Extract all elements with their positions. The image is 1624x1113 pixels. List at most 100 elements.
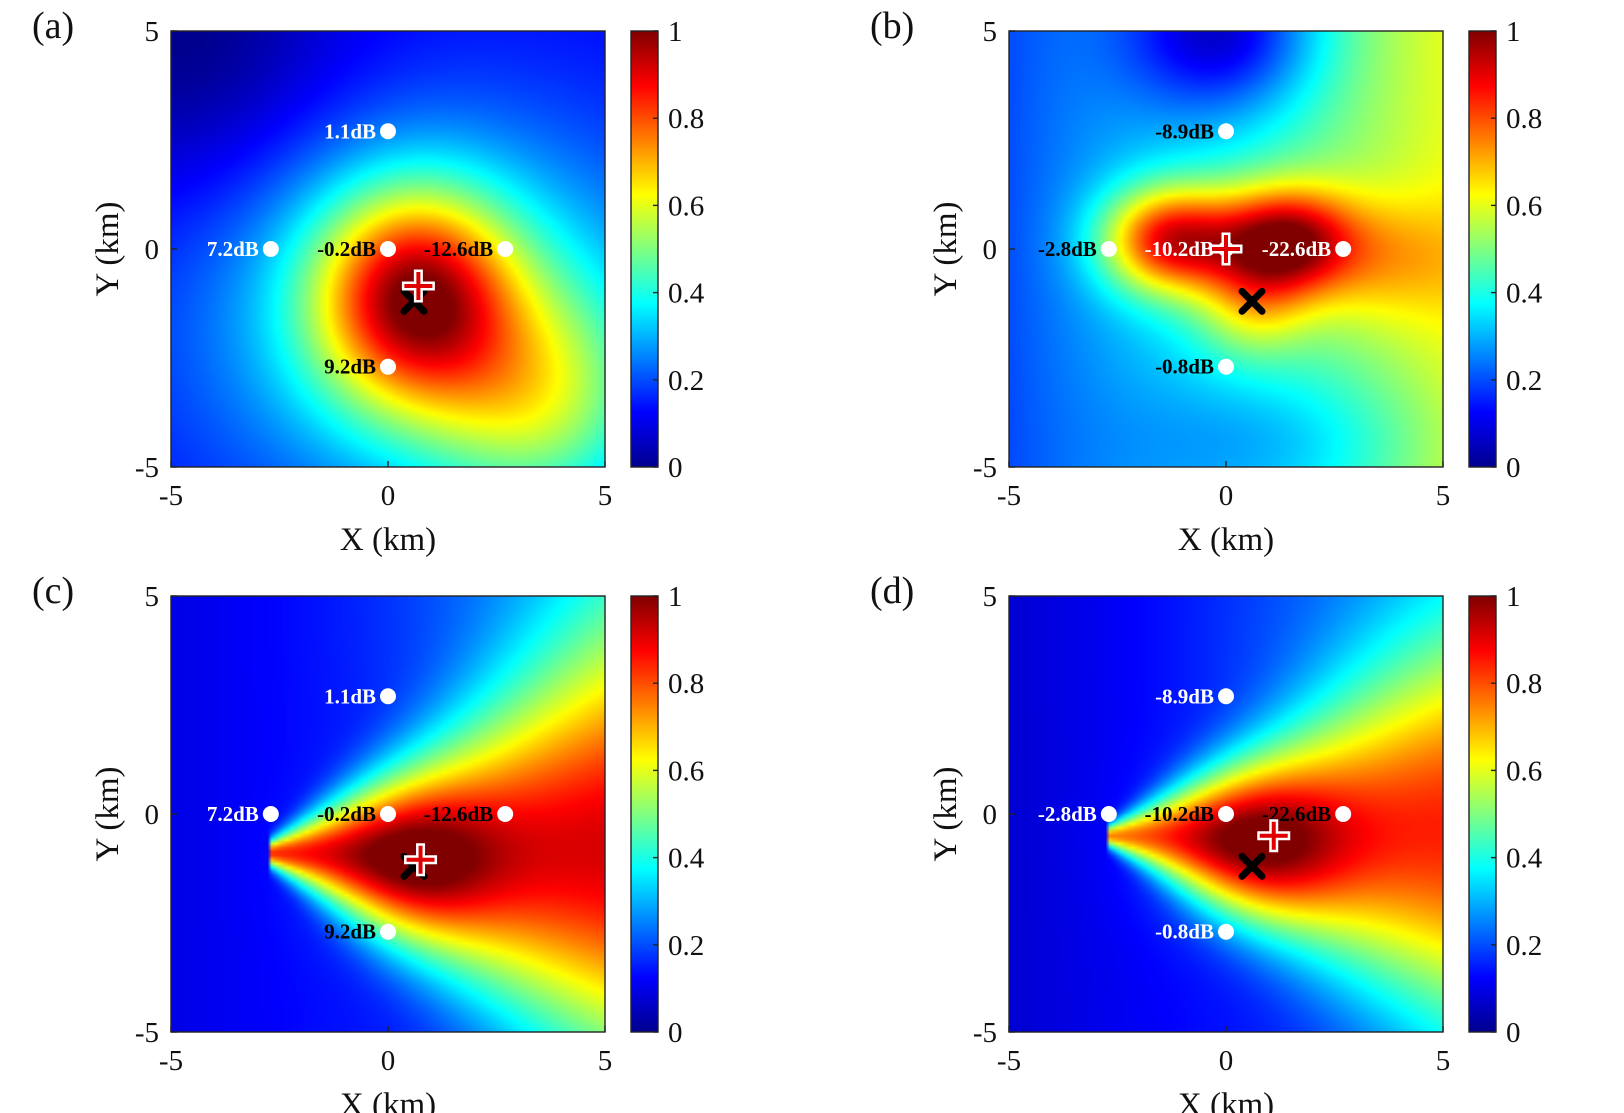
panel-label: (a) bbox=[32, 5, 74, 47]
sensor-dot bbox=[497, 806, 514, 822]
sensor-label: 9.2dB bbox=[324, 355, 376, 379]
y-axis-label: Y (km) bbox=[90, 766, 126, 861]
x-tick-label: -5 bbox=[997, 1045, 1021, 1077]
colorbar-tick-label: 0.6 bbox=[1506, 190, 1542, 222]
y-tick-label: 0 bbox=[983, 799, 998, 831]
colorbar bbox=[631, 31, 658, 467]
colorbar-tick-label: 0.8 bbox=[668, 103, 704, 135]
colorbar-tick-label: 0.8 bbox=[1506, 668, 1542, 700]
colorbar-tick-label: 0 bbox=[668, 452, 683, 484]
y-tick-label: 0 bbox=[145, 234, 160, 266]
estimate-marker bbox=[1259, 821, 1288, 850]
sensor-label: -0.8dB bbox=[1155, 355, 1214, 379]
sensor-dot bbox=[380, 923, 396, 940]
sensor-dot bbox=[1218, 358, 1234, 375]
colorbar-frame bbox=[630, 30, 659, 468]
x-tick-label: -5 bbox=[997, 480, 1021, 512]
panel-label: (d) bbox=[870, 570, 914, 612]
y-tick-label: 5 bbox=[145, 581, 160, 613]
sensor-dot bbox=[1335, 806, 1352, 822]
sensor-dot bbox=[380, 241, 396, 257]
x-axis-label: X (km) bbox=[1178, 522, 1274, 558]
colorbar-tick-label: 0.6 bbox=[668, 190, 704, 222]
colorbar bbox=[1469, 31, 1496, 467]
panel-c: (c) -5 0 5 -5 0 5 X (km) Y (km) 0 0.2 0.4 0.6 0.8 1 1.1… bbox=[32, 570, 705, 1113]
x-axis-label: X (km) bbox=[340, 1087, 436, 1113]
sensor-dot bbox=[380, 123, 396, 140]
sensor-label: 1.1dB bbox=[324, 684, 376, 708]
colorbar-tick-label: 0.2 bbox=[668, 365, 704, 397]
sensor-dot bbox=[1218, 688, 1234, 705]
sensor-dot bbox=[262, 241, 279, 257]
y-tick-label: 5 bbox=[983, 16, 998, 48]
y-tick-label: 5 bbox=[145, 16, 160, 48]
colorbar-tick-label: 0.6 bbox=[668, 755, 704, 787]
colorbar-frame bbox=[1468, 30, 1497, 468]
x-tick-label: -5 bbox=[159, 1045, 183, 1077]
sensor-label: -0.8dB bbox=[1155, 920, 1214, 944]
sensor-dot bbox=[1218, 123, 1234, 140]
colorbar-tick-label: 1 bbox=[1506, 16, 1521, 48]
colorbar-tick-label: 0 bbox=[1506, 452, 1521, 484]
true-source-marker bbox=[1238, 852, 1266, 880]
panel-b: (b) -5 0 5 -5 0 5 X (km) Y (km) 0 0.2 0.4 0.6 0.8 1 -8.… bbox=[870, 5, 1543, 558]
sensor-label: -12.6dB bbox=[424, 802, 493, 826]
panel-label: (b) bbox=[870, 5, 914, 47]
colorbar-tick-label: 0.4 bbox=[668, 843, 705, 875]
sensor-label: 7.2dB bbox=[207, 237, 259, 261]
sensor-dot bbox=[1218, 923, 1234, 940]
sensor-dot bbox=[1218, 806, 1234, 822]
colorbar-tick-label: 0.8 bbox=[1506, 103, 1542, 135]
colorbar-tick-label: 1 bbox=[1506, 581, 1521, 613]
colorbar-tick-label: 0 bbox=[668, 1017, 683, 1049]
sensor-dot bbox=[497, 241, 514, 257]
sensor-label: -2.8dB bbox=[1038, 802, 1097, 826]
sensor-dot bbox=[380, 358, 396, 375]
sensor-label: -10.2dB bbox=[1145, 237, 1214, 261]
y-tick-label: -5 bbox=[135, 1017, 159, 1049]
sensor-dot bbox=[262, 806, 279, 822]
y-tick-label: -5 bbox=[973, 452, 997, 484]
colorbar-tick-label: 0.2 bbox=[1506, 365, 1542, 397]
y-tick-label: 0 bbox=[983, 234, 998, 266]
colorbar-tick-label: 1 bbox=[668, 581, 683, 613]
colorbar-tick-label: 0.2 bbox=[668, 930, 704, 962]
estimate-marker bbox=[1212, 235, 1240, 263]
x-axis-label: X (km) bbox=[1178, 1087, 1274, 1113]
estimate-marker bbox=[406, 845, 435, 874]
colorbar-frame bbox=[1468, 595, 1497, 1033]
sensor-label: -0.2dB bbox=[317, 237, 376, 261]
sensor-dot bbox=[1100, 241, 1117, 257]
sensor-label: 9.2dB bbox=[324, 920, 376, 944]
y-tick-label: -5 bbox=[135, 452, 159, 484]
x-tick-label: 0 bbox=[381, 480, 396, 512]
panel-label: (c) bbox=[32, 570, 74, 612]
colorbar-tick-label: 0 bbox=[1506, 1017, 1521, 1049]
sensor-label: 1.1dB bbox=[324, 119, 376, 143]
sensor-dot bbox=[1100, 806, 1117, 822]
colorbar-tick-label: 0.4 bbox=[668, 278, 705, 310]
panel-a: (a) -5 0 5 -5 0 5 X (km) Y (km) 0 0.2 0.4 0.6 0.8 1 1.1… bbox=[32, 5, 705, 558]
sensor-label: -22.6dB bbox=[1262, 237, 1331, 261]
estimate-marker bbox=[404, 272, 433, 301]
y-axis-label: Y (km) bbox=[90, 201, 126, 296]
x-tick-label: 5 bbox=[598, 1045, 613, 1077]
sensor-label: -8.9dB bbox=[1155, 684, 1214, 708]
colorbar-tick-label: 0.6 bbox=[1506, 755, 1542, 787]
x-tick-label: 0 bbox=[1219, 480, 1234, 512]
x-tick-label: 5 bbox=[1436, 1045, 1451, 1077]
colorbar-tick-label: 0.4 bbox=[1506, 278, 1543, 310]
x-tick-label: 0 bbox=[381, 1045, 396, 1077]
x-axis-label: X (km) bbox=[340, 522, 436, 558]
sensor-dot bbox=[1335, 241, 1352, 257]
true-source-marker bbox=[1238, 287, 1266, 315]
sensor-label: 7.2dB bbox=[207, 802, 259, 826]
colorbar-tick-label: 0.4 bbox=[1506, 843, 1543, 875]
colorbar-tick-label: 0.8 bbox=[668, 668, 704, 700]
x-tick-label: 0 bbox=[1219, 1045, 1234, 1077]
colorbar-tick-label: 1 bbox=[668, 16, 683, 48]
sensor-label: -8.9dB bbox=[1155, 119, 1214, 143]
sensor-dot bbox=[380, 806, 396, 822]
y-tick-label: 0 bbox=[145, 799, 160, 831]
y-tick-label: 5 bbox=[983, 581, 998, 613]
